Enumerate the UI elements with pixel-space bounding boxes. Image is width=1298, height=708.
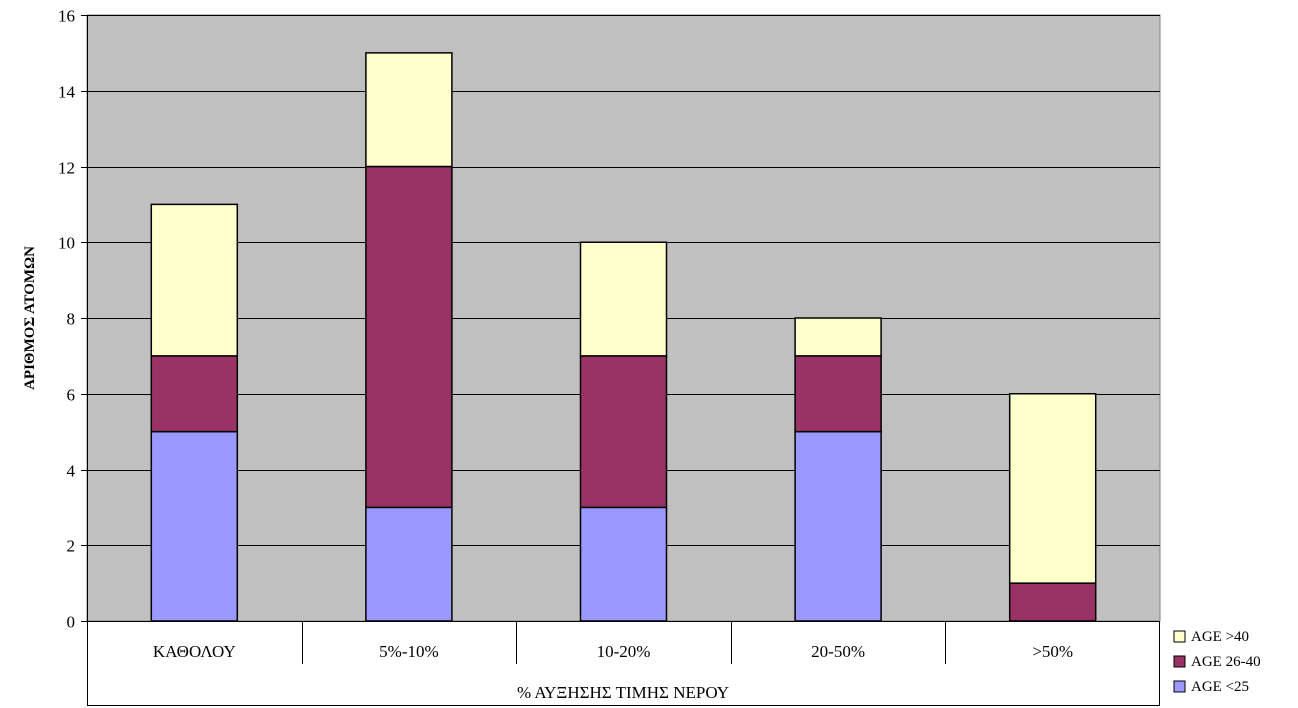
bar-segment bbox=[579, 506, 668, 622]
legend-swatch bbox=[1173, 630, 1186, 643]
bar-segment bbox=[1008, 582, 1097, 622]
bar-segment bbox=[150, 203, 239, 357]
bar-segment bbox=[794, 430, 882, 622]
y-tick-label: 0 bbox=[67, 613, 76, 632]
bar-segment bbox=[794, 355, 882, 433]
x-tick-label: >50% bbox=[1032, 642, 1073, 661]
bar-segment bbox=[579, 355, 668, 509]
y-tick-label: 16 bbox=[58, 7, 75, 26]
y-tick-label: 12 bbox=[58, 159, 75, 178]
y-tick-label: 14 bbox=[58, 83, 76, 102]
axes: 0 2 4 6 8 10 12 14 16 ΚΑΘΟΛΟΥ 5%-10% 10-20% 20-50% >5… bbox=[58, 7, 1160, 706]
legend-label: AGE >40 bbox=[1191, 629, 1249, 645]
legend-swatch bbox=[1173, 655, 1186, 668]
y-tick-label: 4 bbox=[67, 462, 76, 481]
bar-segment bbox=[579, 241, 668, 357]
y-axis-title: ΑΡΙΘΜΟΣ ΑΤΟΜΩΝ bbox=[22, 246, 38, 390]
legend-label: AGE 26-40 bbox=[1191, 654, 1261, 670]
x-axis-title: % ΑΥΞΗΣΗΣ ΤΙΜΗΣ ΝΕΡΟΥ bbox=[517, 683, 729, 702]
bar-segment bbox=[365, 165, 453, 509]
legend: AGE >40 AGE 26-40 AGE <25 bbox=[1173, 629, 1261, 695]
bar-segment bbox=[150, 355, 239, 433]
bar-segment bbox=[1008, 393, 1097, 584]
bar-segment bbox=[365, 506, 453, 622]
x-tick-label: 10-20% bbox=[597, 642, 651, 661]
bar-segment bbox=[150, 430, 239, 622]
x-tick-label: ΚΑΘΟΛΟΥ bbox=[153, 642, 236, 661]
plot-area bbox=[86, 14, 1161, 622]
y-tick-label: 10 bbox=[58, 234, 75, 253]
y-tick-label: 6 bbox=[67, 386, 76, 405]
legend-swatch bbox=[1173, 680, 1186, 693]
x-tick-label: 5%-10% bbox=[379, 642, 438, 661]
y-tick-label: 2 bbox=[67, 537, 76, 556]
x-tick-label: 20-50% bbox=[811, 642, 865, 661]
y-tick-label: 8 bbox=[67, 310, 76, 329]
bar-segment bbox=[794, 317, 882, 357]
bar-segment bbox=[365, 52, 453, 168]
legend-label: AGE <25 bbox=[1191, 679, 1249, 695]
